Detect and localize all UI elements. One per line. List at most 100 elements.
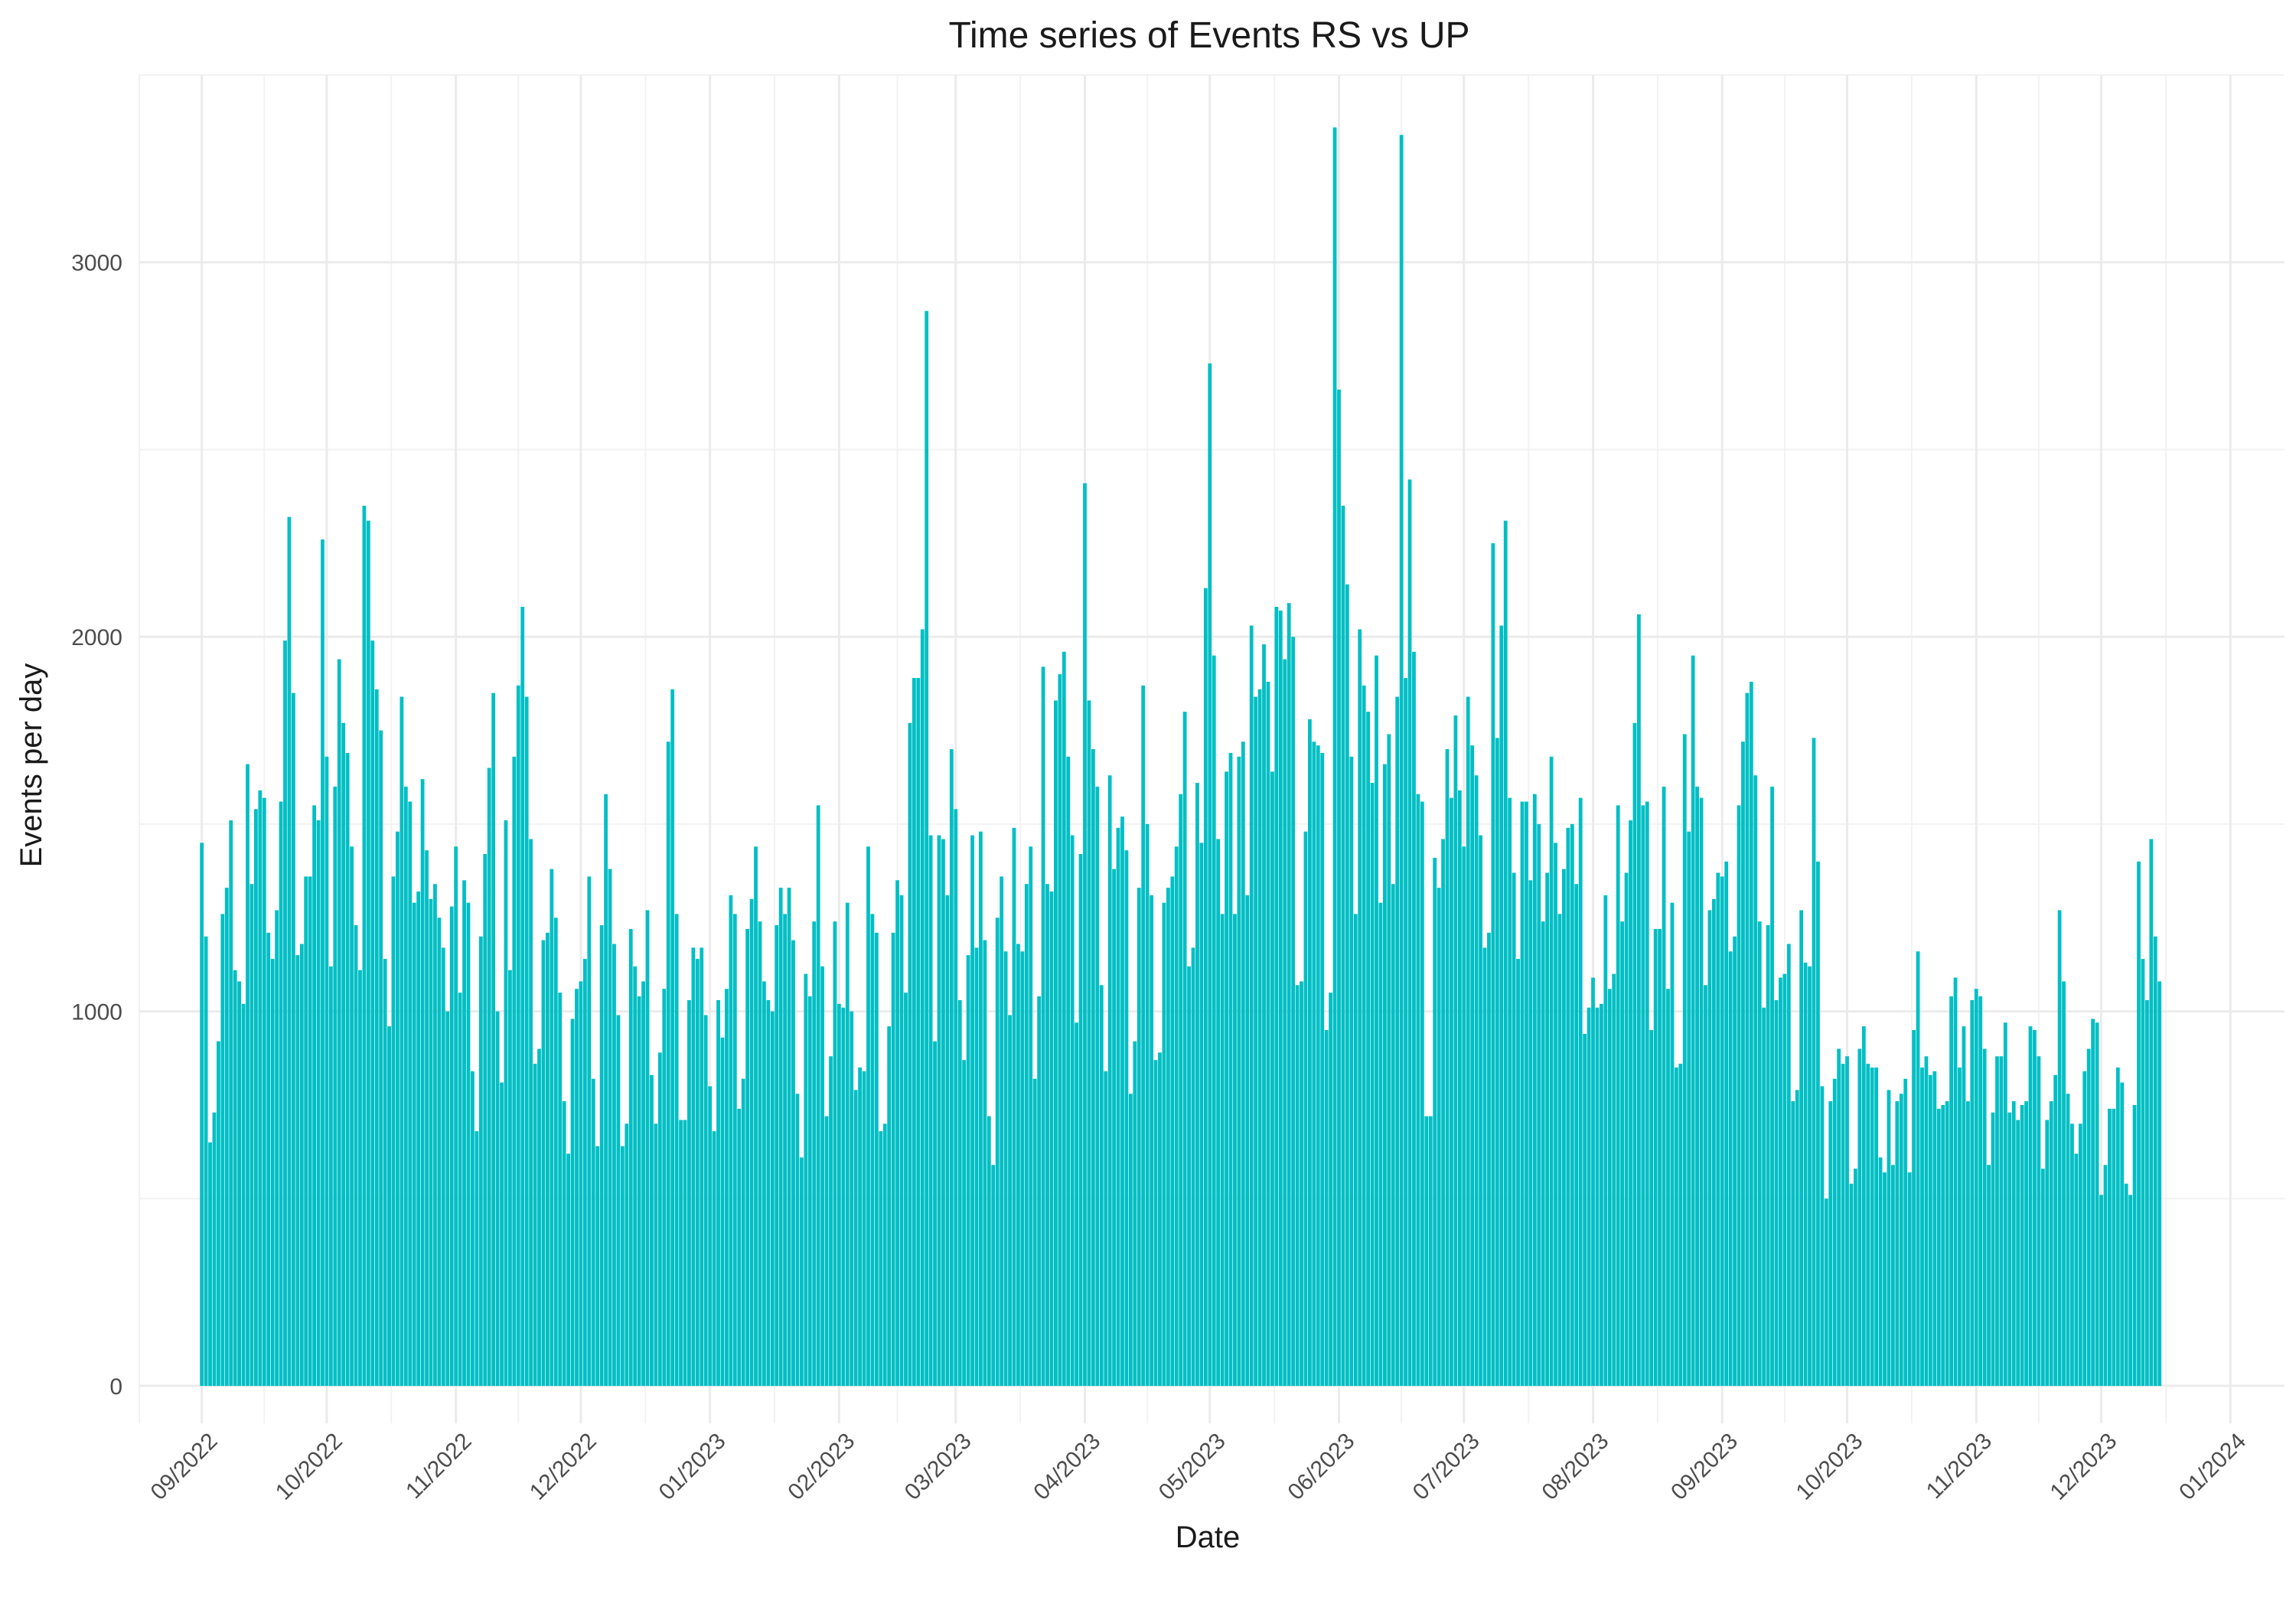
bar xyxy=(1704,985,1707,1387)
bar xyxy=(408,801,413,1387)
x-tick-label: 08/2023 xyxy=(1537,1429,1613,1505)
bar xyxy=(745,928,750,1387)
bar xyxy=(1928,1074,1932,1387)
bar xyxy=(1965,1101,1970,1387)
bar xyxy=(229,820,233,1387)
bar xyxy=(1075,1022,1079,1387)
bar xyxy=(1816,861,1820,1387)
bar xyxy=(712,1131,716,1387)
bar xyxy=(979,831,983,1387)
bar xyxy=(553,918,558,1387)
bar xyxy=(1104,1071,1108,1387)
bar xyxy=(1995,1056,1999,1387)
bar xyxy=(2108,1108,2112,1387)
x-tick-label: 04/2023 xyxy=(1029,1429,1105,1505)
bar xyxy=(270,959,275,1387)
bar xyxy=(858,1068,862,1387)
bar xyxy=(1870,1068,1874,1387)
bar xyxy=(204,936,208,1387)
bar xyxy=(662,989,667,1387)
bar xyxy=(1578,797,1583,1387)
bar xyxy=(874,932,879,1387)
bar xyxy=(824,1116,829,1387)
bar xyxy=(1187,966,1191,1387)
bar xyxy=(1037,996,1042,1387)
bar xyxy=(645,910,650,1387)
bar xyxy=(1674,1068,1678,1387)
bar xyxy=(249,884,254,1387)
x-tick-label: 02/2023 xyxy=(783,1429,859,1505)
bar xyxy=(1970,999,1975,1387)
bar xyxy=(1924,1056,1929,1387)
bar xyxy=(562,1101,566,1387)
bar xyxy=(237,981,242,1387)
bar xyxy=(2003,1022,2007,1387)
bar xyxy=(720,1037,725,1387)
bar xyxy=(321,539,325,1387)
bar xyxy=(1320,752,1325,1387)
bar xyxy=(1312,742,1316,1387)
x-tick-label: 12/2023 xyxy=(2045,1429,2122,1505)
bar xyxy=(508,970,512,1387)
bar xyxy=(1358,629,1362,1387)
bar xyxy=(1645,801,1649,1387)
x-tick-label: 11/2023 xyxy=(1922,1429,1997,1504)
bar xyxy=(2095,1022,2099,1387)
bar xyxy=(2057,910,2062,1387)
bar xyxy=(966,955,970,1387)
bar xyxy=(1416,794,1420,1387)
bar xyxy=(1378,902,1383,1387)
bar xyxy=(516,685,520,1387)
bar xyxy=(725,989,729,1387)
bar xyxy=(1774,999,1779,1387)
bar xyxy=(1445,749,1450,1387)
bar xyxy=(1587,1007,1591,1387)
bar xyxy=(500,1082,504,1387)
bar xyxy=(891,932,895,1387)
bar xyxy=(1695,786,1699,1387)
bar xyxy=(862,1071,866,1387)
bar xyxy=(1595,1007,1600,1387)
bar xyxy=(1607,989,1612,1387)
bar xyxy=(1820,1086,1825,1387)
bar xyxy=(582,959,587,1387)
bar xyxy=(1662,786,1666,1387)
bar xyxy=(837,1003,841,1387)
bar xyxy=(1745,693,1750,1387)
bar xyxy=(2074,1153,2079,1387)
x-tick-label: 12/2022 xyxy=(525,1429,602,1505)
bar xyxy=(1020,951,1025,1387)
bar xyxy=(762,981,766,1387)
bar xyxy=(708,1086,713,1387)
bar xyxy=(1012,827,1016,1387)
bar xyxy=(383,959,387,1387)
bar xyxy=(1912,1030,1916,1387)
bar xyxy=(920,629,925,1387)
bar xyxy=(358,970,362,1387)
bar xyxy=(2099,1195,2103,1387)
bar xyxy=(1174,846,1179,1387)
bar xyxy=(820,966,824,1387)
bar xyxy=(1549,756,1554,1387)
bar xyxy=(429,898,433,1387)
bar xyxy=(778,888,783,1387)
bar xyxy=(741,1078,745,1387)
bar xyxy=(2011,1101,2016,1387)
bar xyxy=(491,693,496,1387)
bar xyxy=(220,914,225,1387)
bar xyxy=(1329,993,1333,1387)
bar xyxy=(2020,1104,2024,1387)
bar xyxy=(1274,607,1279,1387)
bar xyxy=(1499,625,1504,1387)
bar xyxy=(1162,902,1166,1387)
bar xyxy=(962,1060,967,1387)
bar xyxy=(545,932,550,1387)
bar xyxy=(633,966,638,1387)
bar xyxy=(1495,738,1499,1387)
bar xyxy=(1303,831,1308,1387)
bar xyxy=(308,876,312,1387)
y-axis-ticks: 0 1000 2000 3000 xyxy=(71,251,122,1400)
bar xyxy=(1503,520,1508,1387)
bar xyxy=(691,947,696,1387)
bar xyxy=(2024,1101,2028,1387)
